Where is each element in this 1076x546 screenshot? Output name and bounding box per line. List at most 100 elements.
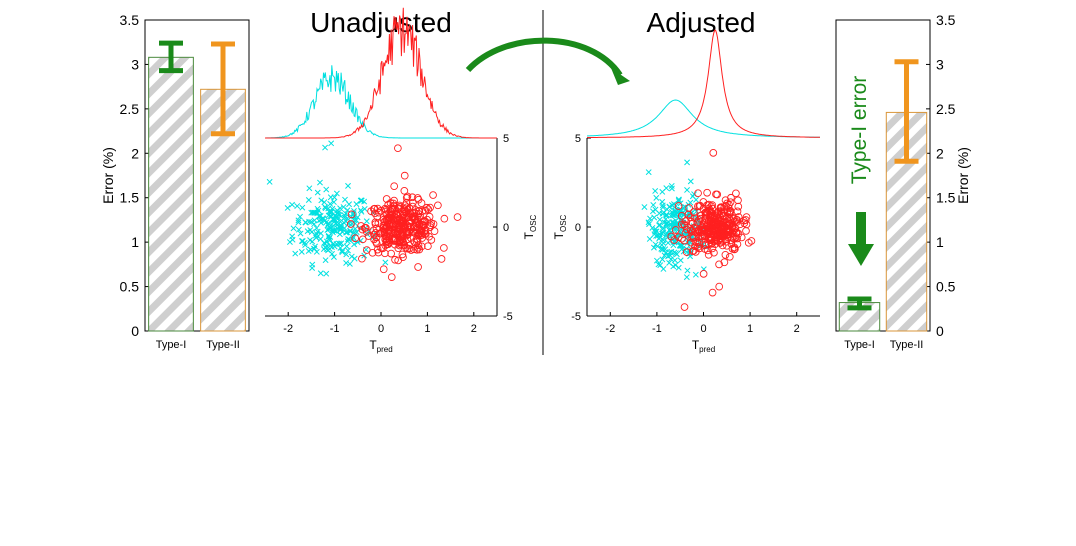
scatter-point-o: [419, 222, 428, 230]
y-tick-label: 1: [131, 234, 139, 250]
scatter-point-x: [327, 194, 334, 201]
scatter-point-x: [660, 246, 666, 253]
y-tick-label: 1: [936, 234, 944, 250]
scatter-point-o: [413, 245, 421, 254]
scatter-point-x: [322, 257, 329, 264]
scatter-point-o: [706, 206, 714, 215]
scatter-point-o: [405, 244, 414, 253]
scatter-point-x: [668, 182, 675, 189]
scatter-point-o: [394, 144, 402, 153]
scatter-point-o: [724, 204, 733, 213]
scatter-point-o: [399, 218, 408, 227]
scatter-point-o: [701, 208, 710, 217]
scatter-point-o: [400, 186, 409, 195]
scatter-point-x: [322, 240, 329, 247]
scatter-point-x: [692, 271, 699, 278]
scatter-point-o: [375, 208, 383, 217]
x-tick-label: 1: [424, 323, 430, 335]
scatter-point-o: [689, 208, 698, 217]
scatter-point-x: [653, 257, 660, 264]
scatter-point-x: [318, 197, 325, 204]
scatter-unadjusted: -2 -1 0 1 2 5 0 -5 Tpred TOSC: [265, 7, 538, 354]
scatter-point-o: [744, 238, 753, 247]
scatter-point-x: [354, 214, 361, 221]
density-curve-class-a: [586, 99, 820, 138]
x-axis-label: Tpred: [692, 338, 715, 354]
type1-error-label: Type-I error: [848, 76, 871, 185]
scatter-point-x: [656, 216, 663, 223]
scatter-point-o: [699, 269, 708, 278]
scatter-point-x: [345, 182, 351, 189]
scatter-point-o: [368, 248, 377, 257]
y-tick-label: 0: [936, 323, 944, 339]
scatter-point-x: [346, 260, 353, 267]
error-bars-unadjusted: 0 0.5 1 1.5 2 2.5 3 3.5 Type-I Type-II Error (%): [100, 12, 250, 351]
scatter-adjusted: -2 -1 0 1 2 5 0 -5 Tpred TOSC: [552, 29, 820, 354]
scatter-point-o: [402, 226, 411, 235]
scatter-point-o: [403, 192, 412, 201]
y-axis-label: TOSC: [552, 214, 568, 239]
scatter-point-o: [371, 218, 380, 227]
scatter-point-o: [370, 205, 378, 213]
scatter-point-x: [340, 204, 347, 210]
scatter-point-o: [402, 194, 411, 202]
scatter-point-x: [314, 205, 321, 212]
scatter-point-o: [725, 252, 734, 261]
scatter-point-x: [684, 159, 691, 166]
scatter-point-x: [325, 247, 331, 254]
scatter-point-x: [668, 248, 675, 255]
scatter-point-x: [687, 178, 694, 185]
scatter-point-x: [307, 237, 314, 244]
scatter-point-o: [385, 228, 393, 237]
scatter-point-o: [701, 214, 710, 222]
scatter-point-o: [704, 250, 713, 259]
scatter-point-x: [665, 253, 672, 260]
scatter-point-o: [410, 238, 419, 246]
scatter-point-x: [337, 223, 344, 230]
scatter-point-x: [348, 253, 355, 260]
scatter-point-o: [387, 273, 396, 281]
y-tick-label: 3: [936, 56, 944, 72]
scatter-point-x: [641, 204, 648, 210]
scatter-point-x: [668, 185, 675, 192]
scatter-point-o: [409, 209, 417, 218]
scatter-point-x: [330, 199, 337, 206]
y-tick-label: 0.5: [120, 279, 140, 295]
scatter-point-o: [706, 220, 715, 229]
density-curve-class-a: [265, 65, 497, 139]
scatter-point-o: [394, 244, 403, 253]
x-tick-label: 0: [700, 323, 706, 335]
scatter-point-o: [681, 229, 690, 237]
scatter-point-x: [338, 240, 345, 247]
bar: [148, 56, 194, 332]
scatter-point-x: [675, 264, 682, 271]
scatter-point-x: [659, 188, 666, 195]
scatter-point-x: [357, 197, 364, 204]
scatter-point-x: [661, 252, 668, 259]
scatter-point-x: [339, 249, 346, 256]
scatter-point-x: [292, 250, 299, 257]
scatter-point-o: [421, 230, 430, 238]
scatter-point-o: [421, 206, 430, 215]
scatter-point-x: [664, 223, 671, 229]
scatter-point-x: [649, 208, 656, 215]
scatter-point-o: [732, 189, 740, 198]
scatter-point-x: [342, 210, 349, 217]
scatter-point-x: [663, 213, 670, 219]
scatter-point-o: [437, 255, 446, 263]
category-label: Type-II: [890, 339, 924, 351]
scatter-point-o: [400, 171, 409, 180]
scatter-point-x: [653, 232, 660, 239]
scatter-point-x: [331, 227, 338, 234]
scatter-point-x: [343, 251, 350, 258]
scatter-point-o: [737, 233, 746, 242]
scatter-point-x: [382, 259, 389, 266]
scatter-point-x: [646, 221, 653, 228]
scatter-point-o: [680, 220, 688, 229]
scatter-point-x: [670, 263, 677, 270]
scatter-point-x: [651, 214, 658, 221]
x-tick-label: -2: [605, 323, 615, 335]
category-label: Type-I: [844, 339, 875, 351]
scatter-point-o: [398, 250, 407, 259]
